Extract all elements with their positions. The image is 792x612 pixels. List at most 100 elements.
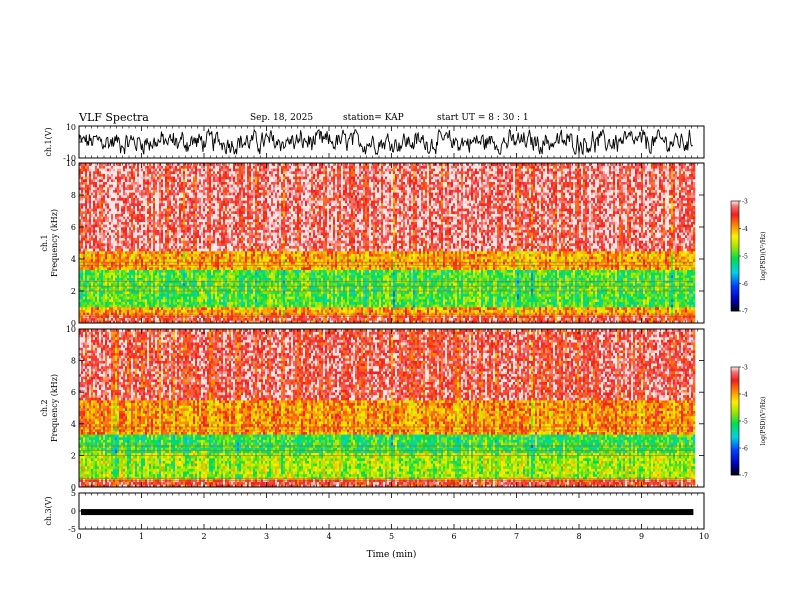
x-tick-label: 7 [514,532,519,541]
ch2-colorbar-swatch [731,454,739,457]
ch1-colorbar-swatch [731,234,739,236]
x-tick-label: 5 [389,532,394,541]
ch1-ytick-label: 6 [71,223,76,232]
ch1-colorbar-swatch [731,213,739,216]
ch1-colorbar-swatch [731,278,739,280]
ch1-ytick-label-bottom: -10 [63,154,76,163]
ch2-colorbar-swatch [731,456,739,458]
ch2-colorbar-swatch [731,464,739,466]
ch1-colorbar-swatch [731,273,739,276]
ch2-colorbar-swatch [731,450,739,453]
x-tick-label: 6 [451,532,456,541]
ch2-colorbar-swatch [731,418,739,421]
ch1-colorbar-swatch [731,254,739,257]
ch1-spectrogram-cells [79,163,696,324]
ch2-colorbar-swatch [731,423,739,426]
ch1-ytick-label: 2 [71,287,76,296]
ch1-colorbar-swatch [731,309,739,312]
ch2-colorbar-swatch [731,431,739,434]
ch2-colorbar-swatch [731,373,739,376]
ch2-colorbar-swatch [731,415,739,418]
ch2-ytick-label: 6 [71,388,76,397]
x-axis-label: Time (min) [367,549,417,560]
ch1-colorbar-swatch [731,212,739,214]
ch3-ytick-label: 5 [71,489,76,498]
ch1-colorbar-swatch [731,302,739,305]
ch1-colorbar-swatch [731,206,739,209]
ch1-colorbar-swatch [731,242,739,245]
station-label: station= KAP [343,113,404,123]
ch2-ytick-label: 10 [66,325,76,334]
ch1-colorbar-swatch [731,300,739,302]
ch2-colorbar-swatch [731,414,739,416]
ch1-colorbar-swatch [731,250,739,253]
x-tick-label: 2 [201,532,206,541]
ch2-colorbar-swatch [731,385,739,388]
ch2-colorbar-swatch [731,453,739,456]
ch1-colorbar-swatch [731,297,739,300]
ch1-colorbar-swatch [731,289,739,291]
ch2-colorbar-swatch [731,408,739,411]
ch1-colorbar-swatch [731,236,739,239]
date-label: Sep. 18, 2025 [250,113,313,123]
ch1-colorbar-swatch [731,251,739,254]
ch2-colorbar-swatch [731,462,739,465]
x-tick-label: 1 [139,532,144,541]
ch1-colorbar-tick-label: -3 [742,199,748,206]
ch2-colorbar-swatch [731,446,739,449]
ch1-colorbar-tick-label: -6 [742,281,748,288]
ch2-colorbar-swatch [731,410,739,412]
ch1-colorbar-swatch [731,286,739,289]
ch2-colorbar-swatch [731,442,739,445]
ch1-colorbar-swatch [731,293,739,295]
ch2-colorbar-swatch [731,368,739,371]
ch1-colorbar-tick-label: -4 [742,226,748,233]
ch1-colorbar-swatch [731,214,739,217]
ch2-colorbar-swatch [731,399,739,402]
ch2-colorbar-tick-label: -4 [742,392,748,399]
ch1-colorbar-swatch [731,308,739,311]
ch1-colorbar-swatch [731,239,739,242]
ch2-colorbar-swatch [731,445,739,448]
ch1-colorbar-tick-label: -5 [742,254,748,261]
ch2-colorbar-swatch [731,438,739,441]
ch1-colorbar-swatch [731,202,739,205]
ch2-colorbar-swatch [731,426,739,429]
ch1-colorbar-swatch [731,306,739,309]
ch2-colorbar-swatch [731,422,739,425]
ch1-colorbar-swatch [731,283,739,286]
ch2-colorbar-swatch [731,375,739,377]
ch1-ylabel-frequency: Frequency (kHz) [50,209,59,277]
ch1-colorbar-swatch [731,240,739,243]
ch1-colorbar-swatch [731,304,739,306]
ch2-colorbar-swatch [731,449,739,452]
ch2-colorbar-swatch [731,387,739,389]
ch1-colorbar-swatch [731,287,739,290]
ch2-ylabel-frequency: Frequency (kHz) [50,374,59,442]
ch2-colorbar-swatch [731,460,739,462]
ch2-colorbar-tick-label: -3 [742,365,748,372]
ch2-colorbar-swatch [731,411,739,414]
x-tick-label: 9 [639,532,644,541]
ch2-colorbar-swatch [731,433,739,435]
ch2-colorbar-swatch [731,419,739,422]
ch1-colorbar-swatch [731,301,739,304]
ch2-colorbar-tick-label: -6 [742,446,748,453]
ch1-colorbar-swatch [731,253,739,256]
x-tick-label: 4 [326,532,331,541]
ch1-ytick-label-top: 10 [66,123,76,132]
ch1-colorbar-swatch [731,264,739,267]
ch2-colorbar-swatch [731,461,739,464]
ch2-colorbar-swatch [731,371,739,373]
ch1-colorbar-swatch [731,267,739,269]
ch2-colorbar-swatch [731,383,739,385]
plot-title: VLF Spectra [79,111,149,124]
ch1-colorbar-swatch [731,216,739,218]
ch1-colorbar-swatch [731,258,739,261]
ch2-colorbar-swatch [731,407,739,410]
ch2-colorbar-swatch [731,412,739,415]
ch2-colorbar-swatch [731,398,739,400]
ch1-colorbar-swatch [731,291,739,294]
ch2-colorbar-swatch [731,468,739,470]
ch1-ytick-label: 8 [71,191,76,200]
